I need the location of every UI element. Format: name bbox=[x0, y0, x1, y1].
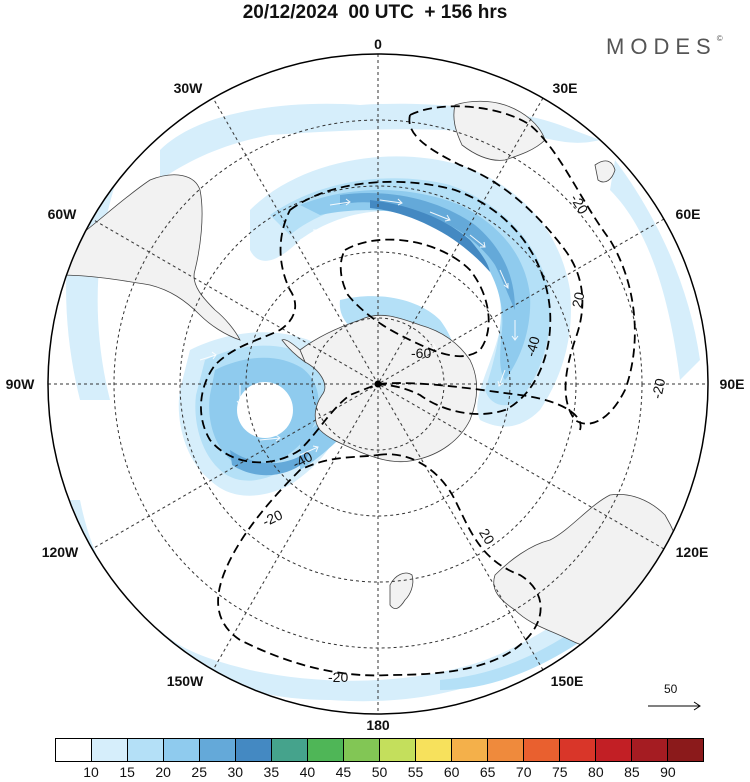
colorbar-cell bbox=[92, 739, 128, 761]
colorbar-tick-label: 30 bbox=[227, 764, 244, 780]
south-pole-marker bbox=[374, 380, 382, 388]
colorbar-cell bbox=[668, 739, 703, 761]
longitude-label-30w: 30W bbox=[174, 80, 204, 96]
colorbar-tick-label: 80 bbox=[588, 764, 604, 780]
longitude-label-150w: 150W bbox=[167, 673, 204, 689]
colorbar bbox=[55, 738, 704, 762]
colorbar-tick-label: 50 bbox=[371, 764, 388, 780]
colorbar-tick-label: 85 bbox=[624, 764, 640, 780]
brand-logo: MODES© bbox=[606, 34, 723, 60]
brand-name: MODES bbox=[606, 34, 717, 59]
longitude-label-60e: 60E bbox=[676, 206, 701, 222]
contour-label: 20 bbox=[569, 290, 588, 309]
colorbar-cell bbox=[560, 739, 596, 761]
longitude-label-150e: 150E bbox=[551, 673, 584, 689]
colorbar-cell bbox=[272, 739, 308, 761]
map-title: 20/12/2024 00 UTC + 156 hrs bbox=[242, 2, 508, 23]
longitude-label-120w: 120W bbox=[42, 544, 79, 560]
longitude-label-180: 180 bbox=[366, 717, 390, 733]
copyright-mark: © bbox=[716, 34, 723, 43]
longitude-labels: 0 30E 60E 90E 120E 150E 180 150W 120W 90… bbox=[6, 36, 745, 733]
colorbar-cell bbox=[128, 739, 164, 761]
new-zealand bbox=[389, 572, 414, 609]
colorbar-tick-label: 10 bbox=[83, 764, 99, 780]
colorbar-tick-label: 45 bbox=[335, 764, 352, 780]
colorbar-cell bbox=[164, 739, 200, 761]
antarctic-peninsula bbox=[281, 339, 306, 364]
map-boundary bbox=[47, 53, 709, 715]
colorbar-cell bbox=[236, 739, 272, 761]
colorbar-cell bbox=[524, 739, 560, 761]
colorbar-tick-label: 60 bbox=[443, 764, 460, 780]
colorbar-tick-label: 90 bbox=[660, 764, 676, 780]
contour-label: -60 bbox=[411, 345, 431, 361]
contour-label: -20 bbox=[648, 377, 668, 400]
colorbar-tick-label: 35 bbox=[263, 764, 280, 780]
colorbar-tick-label: 70 bbox=[515, 764, 532, 780]
colorbar-cell bbox=[308, 739, 344, 761]
colorbar-cell bbox=[416, 739, 452, 761]
colorbar-cell bbox=[344, 739, 380, 761]
longitude-label-120e: 120E bbox=[676, 544, 709, 560]
colorbar-tick-label: 65 bbox=[479, 764, 496, 780]
longitude-label-90e: 90E bbox=[720, 376, 745, 392]
south-america bbox=[59, 174, 241, 341]
colorbar-cell bbox=[200, 739, 236, 761]
colorbar-tick-label: 75 bbox=[551, 764, 568, 780]
colorbar-tick-label: 25 bbox=[191, 764, 208, 780]
longitude-label-30e: 30E bbox=[553, 80, 578, 96]
colorbar-cell bbox=[488, 739, 524, 761]
colorbar-cell bbox=[380, 739, 416, 761]
colorbar-tick-label: 15 bbox=[119, 764, 135, 780]
colorbar-cell bbox=[632, 739, 668, 761]
colorbar-tick-label: 40 bbox=[299, 764, 316, 780]
colorbar-cell bbox=[452, 739, 488, 761]
reference-vector-arrow bbox=[648, 701, 701, 711]
height-contours bbox=[200, 105, 636, 677]
colorbar-tick-label: 20 bbox=[155, 764, 171, 780]
wind-vectors bbox=[199, 198, 519, 456]
longitude-label-90w: 90W bbox=[6, 376, 36, 392]
contour-label: -20 bbox=[328, 669, 348, 685]
longitude-label-0: 0 bbox=[374, 36, 382, 52]
colorbar-cell bbox=[56, 739, 92, 761]
africa bbox=[453, 100, 546, 161]
reference-vector-label: 50 bbox=[664, 682, 678, 696]
landmasses bbox=[59, 100, 691, 652]
colorbar-cell bbox=[596, 739, 632, 761]
colorbar-tick-label: 55 bbox=[407, 764, 424, 780]
contour-label: -20 bbox=[260, 506, 285, 529]
antarctica bbox=[299, 314, 478, 463]
longitude-label-60w: 60W bbox=[48, 206, 78, 222]
colorbar-labels: 10 15 20 25 30 35 40 45 50 55 60 65 70 75 80 85 90 bbox=[0, 764, 750, 782]
madagascar bbox=[594, 160, 616, 183]
contour-label: -40 bbox=[522, 334, 543, 358]
contour-label: 20 bbox=[476, 526, 498, 548]
